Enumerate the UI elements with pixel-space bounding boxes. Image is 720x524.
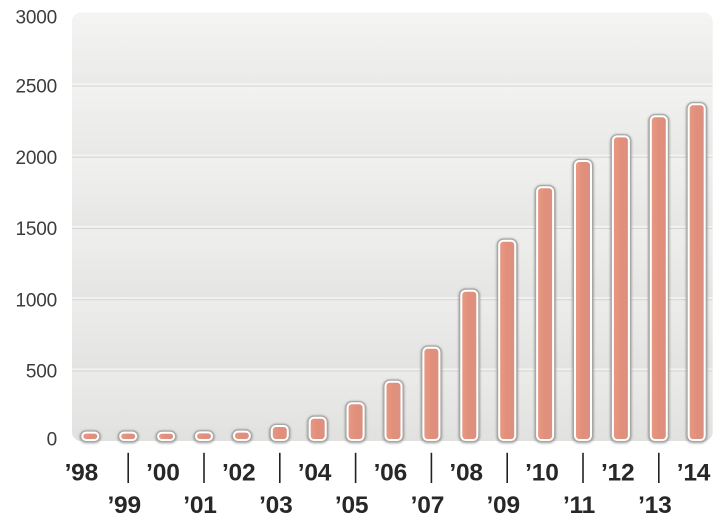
svg-text:’09: ’09 [486, 492, 519, 519]
svg-text:’11: ’11 [563, 492, 595, 519]
svg-text:’00: ’00 [146, 460, 179, 487]
svg-text:1000: 1000 [16, 290, 57, 311]
svg-text:’10: ’10 [525, 460, 558, 487]
svg-text:’99: ’99 [107, 492, 140, 519]
svg-text:’98: ’98 [65, 460, 98, 487]
svg-text:’12: ’12 [601, 460, 634, 487]
svg-text:’13: ’13 [638, 492, 671, 519]
svg-text:500: 500 [26, 362, 57, 383]
svg-text:’05: ’05 [335, 492, 368, 519]
svg-text:1500: 1500 [16, 219, 57, 240]
svg-text:’07: ’07 [411, 492, 444, 519]
svg-text:’03: ’03 [259, 492, 292, 519]
svg-text:’08: ’08 [449, 460, 482, 487]
svg-text:3000: 3000 [16, 8, 57, 29]
svg-text:’01: ’01 [183, 492, 216, 519]
svg-text:’06: ’06 [374, 460, 407, 487]
svg-text:2000: 2000 [16, 148, 57, 169]
svg-text:’04: ’04 [298, 460, 332, 487]
svg-text:’14: ’14 [677, 460, 711, 487]
svg-text:0: 0 [47, 429, 57, 450]
svg-text:’02: ’02 [222, 460, 255, 487]
svg-text:2500: 2500 [16, 77, 57, 98]
